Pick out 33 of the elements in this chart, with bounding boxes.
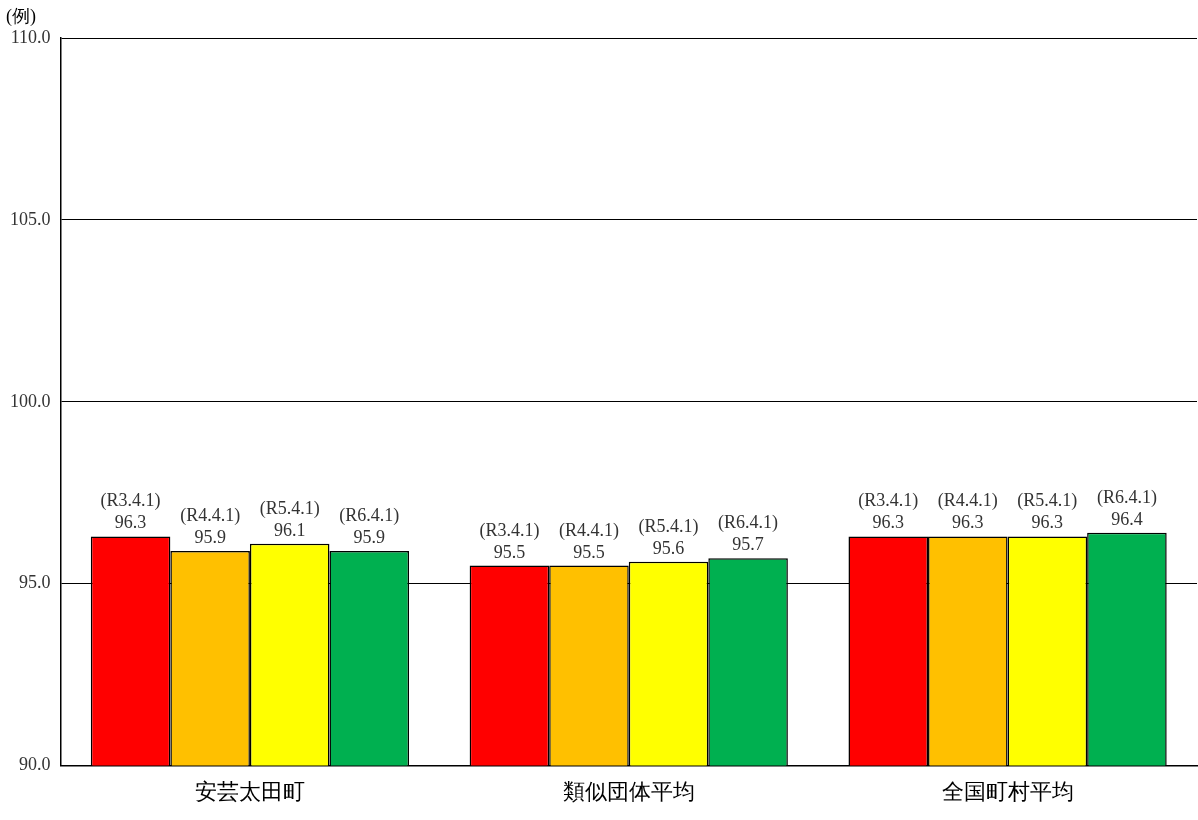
data-label: 96.3 — [952, 512, 984, 533]
x-tick-label: 全国町村平均 — [941, 778, 1074, 804]
data-label: 95.9 — [194, 526, 226, 547]
y-tick-label: 95.0 — [19, 572, 51, 593]
x-tick-label: 安芸太田町 — [194, 778, 305, 804]
text: (R6.4.1) — [718, 512, 779, 533]
text: (R6.4.1) — [1096, 486, 1157, 507]
data-label: 96.1 — [273, 519, 306, 540]
data-label: 96.3 — [114, 512, 147, 533]
text: (R4.4.1) — [180, 504, 241, 525]
text: (R3.4.1) — [858, 490, 919, 511]
y-tick-label: 110.0 — [10, 26, 51, 47]
text: (R5.4.1) — [259, 497, 320, 518]
data-label: 96.3 — [872, 512, 904, 533]
data-label: 95.5 — [573, 541, 605, 562]
y-tick-label: 100.0 — [10, 390, 51, 411]
y-tick-label: 90.0 — [19, 754, 51, 775]
data-label: 96.4 — [1111, 508, 1143, 529]
series-label: (R6.4.1) — [339, 504, 400, 526]
text: (R4.4.1) — [558, 519, 619, 540]
x-tick-label: 類似団体平均 — [562, 778, 695, 804]
data-label: 96.3 — [1031, 512, 1064, 533]
series-label: (R3.4.1) — [100, 490, 161, 512]
series-label: (R5.4.1) — [1017, 490, 1078, 512]
data-label: 95.9 — [353, 526, 385, 547]
text: (R5.4.1) — [638, 515, 699, 536]
data-label: 95.5 — [493, 541, 526, 562]
y-tick-label: 105.0 — [10, 208, 51, 229]
y-axis-title: (例) — [6, 5, 36, 28]
series-label: (R4.4.1) — [937, 490, 998, 512]
data-label: 95.6 — [652, 537, 685, 558]
text: (R3.4.1) — [479, 519, 540, 540]
data-label: 95.7 — [732, 534, 764, 555]
